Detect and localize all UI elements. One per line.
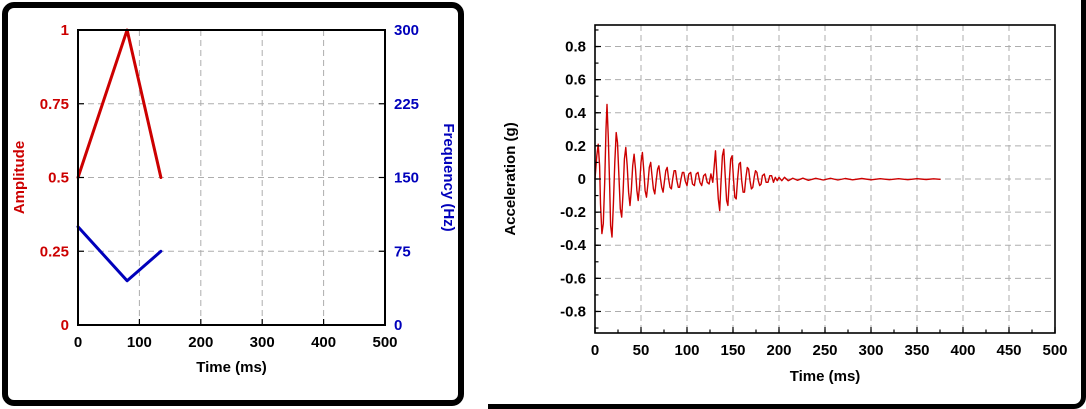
x-tick-label: 300: [858, 342, 883, 359]
tick-marks: [77, 29, 386, 326]
y-tick-label-left: 0.6: [565, 72, 586, 89]
x-tick-label: 100: [674, 342, 699, 359]
x-tick-label: 500: [1042, 342, 1067, 359]
x-tick-label: 50: [633, 342, 650, 359]
x-tick-label: 200: [766, 342, 791, 359]
x-tick-label: 400: [950, 342, 975, 359]
y-tick-label-left: 0.75: [40, 96, 69, 113]
y-tick-label-right: 300: [394, 22, 419, 39]
y-tick-label-left: 1: [61, 22, 69, 39]
y-axis-title-right: Frequency (Hz): [440, 123, 457, 231]
x-tick-label: 350: [904, 342, 929, 359]
y-tick-label-right: 225: [394, 96, 419, 113]
y-tick-label-right: 0: [394, 317, 402, 334]
y-tick-label-right: 150: [394, 170, 419, 187]
x-tick-label: 150: [720, 342, 745, 359]
acceleration-chart: 0 50 100 150 200 250 300 350 400 450 500 -0.8 -0.6 -0…: [502, 24, 1068, 385]
grid: [78, 30, 385, 325]
pulse-parameters-window: 0 100 200 300 400 500 0 0.25 0.5 0.75 1 0 75 150 225 30…: [2, 2, 464, 406]
x-axis-title: Time (ms): [790, 368, 861, 385]
x-axis-title: Time (ms): [196, 359, 267, 376]
series-group: [76, 28, 163, 283]
acceleration-window: 0 50 100 150 200 250 300 350 400 450 500 -0.8 -0.6 -0…: [488, 0, 1086, 409]
x-tick-label: 500: [372, 334, 397, 351]
y-tick-label-left: 0: [578, 171, 586, 188]
x-tick-label: 0: [591, 342, 599, 359]
y-tick-label-left: 0.4: [565, 105, 587, 122]
x-tick-label: 0: [74, 334, 82, 351]
y-tick-label-right: 75: [394, 243, 411, 260]
y-axis-title-left: Acceleration (g): [502, 122, 519, 235]
tick-marks: [594, 29, 1056, 333]
x-tick-label: 300: [250, 334, 275, 351]
x-tick-label: 400: [311, 334, 336, 351]
series-frequency: [76, 225, 163, 283]
y-tick-label-left: -0.6: [560, 270, 586, 287]
x-tick-label: 450: [996, 342, 1021, 359]
y-tick-label-left: 0.25: [40, 243, 69, 260]
y-tick-label-left: 0.5: [48, 170, 69, 187]
y-axis-title-left: Amplitude: [11, 141, 28, 214]
y-tick-label-left: -0.8: [560, 303, 586, 320]
y-tick-label-left: 0: [61, 317, 69, 334]
y-tick-label-left: -0.2: [560, 204, 586, 221]
x-tick-label: 200: [188, 334, 213, 351]
y-tick-label-left: 0.8: [565, 39, 586, 56]
x-tick-label: 250: [812, 342, 837, 359]
series-group: [594, 103, 941, 238]
series-acceleration: [594, 103, 941, 238]
x-tick-label: 100: [127, 334, 152, 351]
y-tick-label-left: -0.4: [560, 237, 587, 254]
pulse-parameters-chart: 0 100 200 300 400 50000.250.50.75107515022530…: [11, 22, 457, 376]
y-tick-label-left: 0.2: [565, 138, 586, 155]
